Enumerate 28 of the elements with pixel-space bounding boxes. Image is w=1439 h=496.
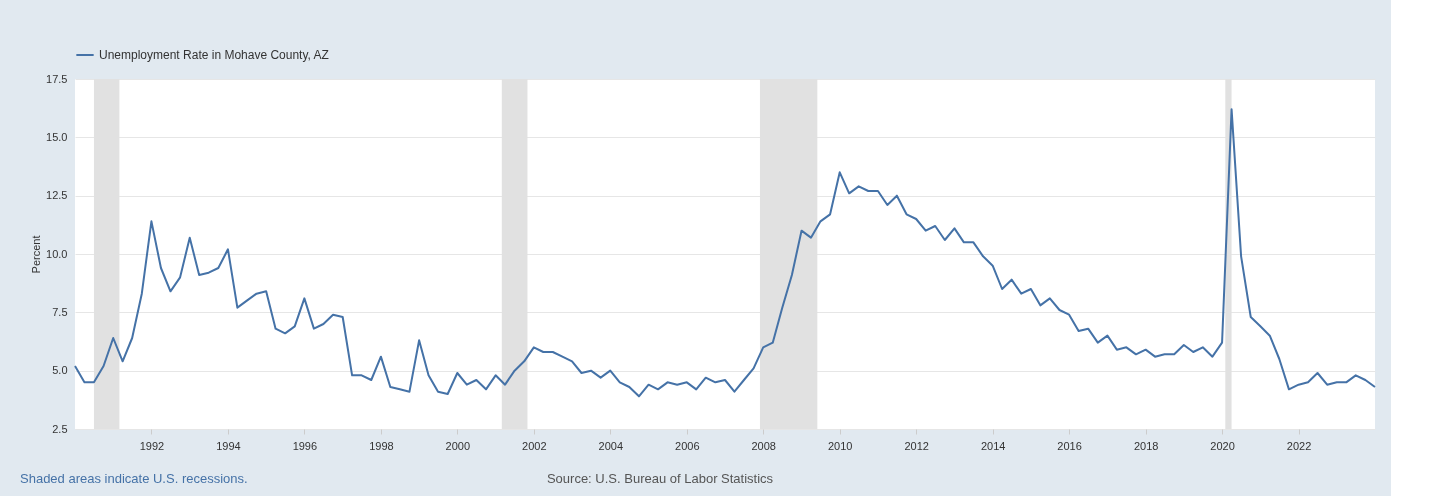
- y-tick-label: 2.5: [52, 422, 68, 435]
- x-tick-label: 2006: [675, 439, 700, 452]
- x-tick-label: 2020: [1210, 439, 1235, 452]
- x-tick-label: 1996: [292, 439, 318, 452]
- x-tick-label: 2010: [827, 439, 853, 452]
- x-tick-label: 1994: [216, 439, 241, 452]
- x-tick-label: 2016: [1057, 439, 1082, 452]
- x-tick-label: 2008: [751, 439, 776, 452]
- x-tick-label: 2004: [598, 439, 624, 452]
- x-tick-label: 2014: [980, 439, 1006, 452]
- x-tick-label: 1998: [369, 439, 394, 452]
- y-tick-label: 5.0: [52, 364, 68, 377]
- x-tick-label: 2012: [904, 439, 929, 452]
- line-series: [74, 108, 1376, 398]
- y-tick-label: 10.0: [46, 247, 68, 260]
- x-tick-label: 1992: [139, 439, 165, 452]
- y-tick-label: 12.5: [46, 189, 68, 202]
- text: Shaded areas indicate U.S. recessions.: [20, 471, 248, 486]
- y-axis-title: Percent: [30, 235, 43, 274]
- x-tick-label: 2002: [522, 439, 547, 452]
- legend-label: Unemployment Rate in Mohave County, AZ: [99, 48, 329, 62]
- y-tick-label: 17.5: [46, 72, 68, 85]
- x-tick-label: 2022: [1286, 439, 1312, 452]
- x-tick-label: 2018: [1133, 439, 1159, 452]
- y-tick-label: 15.0: [46, 130, 68, 143]
- x-tick-label: 2000: [445, 439, 471, 452]
- y-tick-label: 7.5: [52, 305, 68, 318]
- source-note: Source: U.S. Bureau of Labor Statistics: [546, 471, 774, 486]
